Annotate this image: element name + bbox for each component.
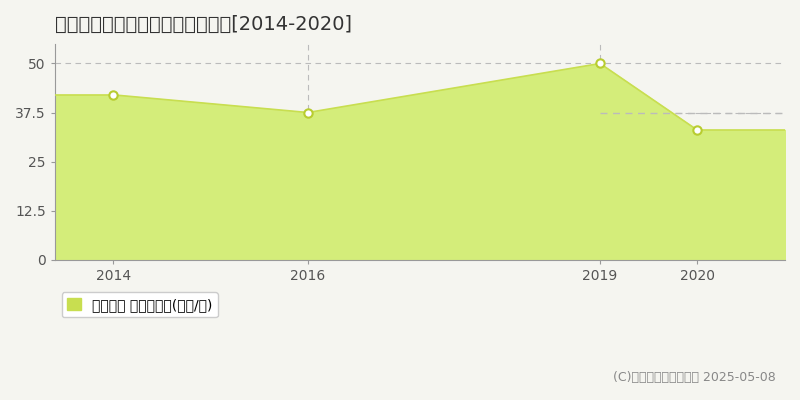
Text: 和歌山市広瀬通丁　土地価格推移[2014-2020]: 和歌山市広瀬通丁 土地価格推移[2014-2020]: [54, 15, 352, 34]
Text: (C)土地価格ドットコム 2025-05-08: (C)土地価格ドットコム 2025-05-08: [614, 371, 776, 384]
Legend: 土地価格 平均坪単価(万円/坪): 土地価格 平均坪単価(万円/坪): [62, 292, 218, 317]
